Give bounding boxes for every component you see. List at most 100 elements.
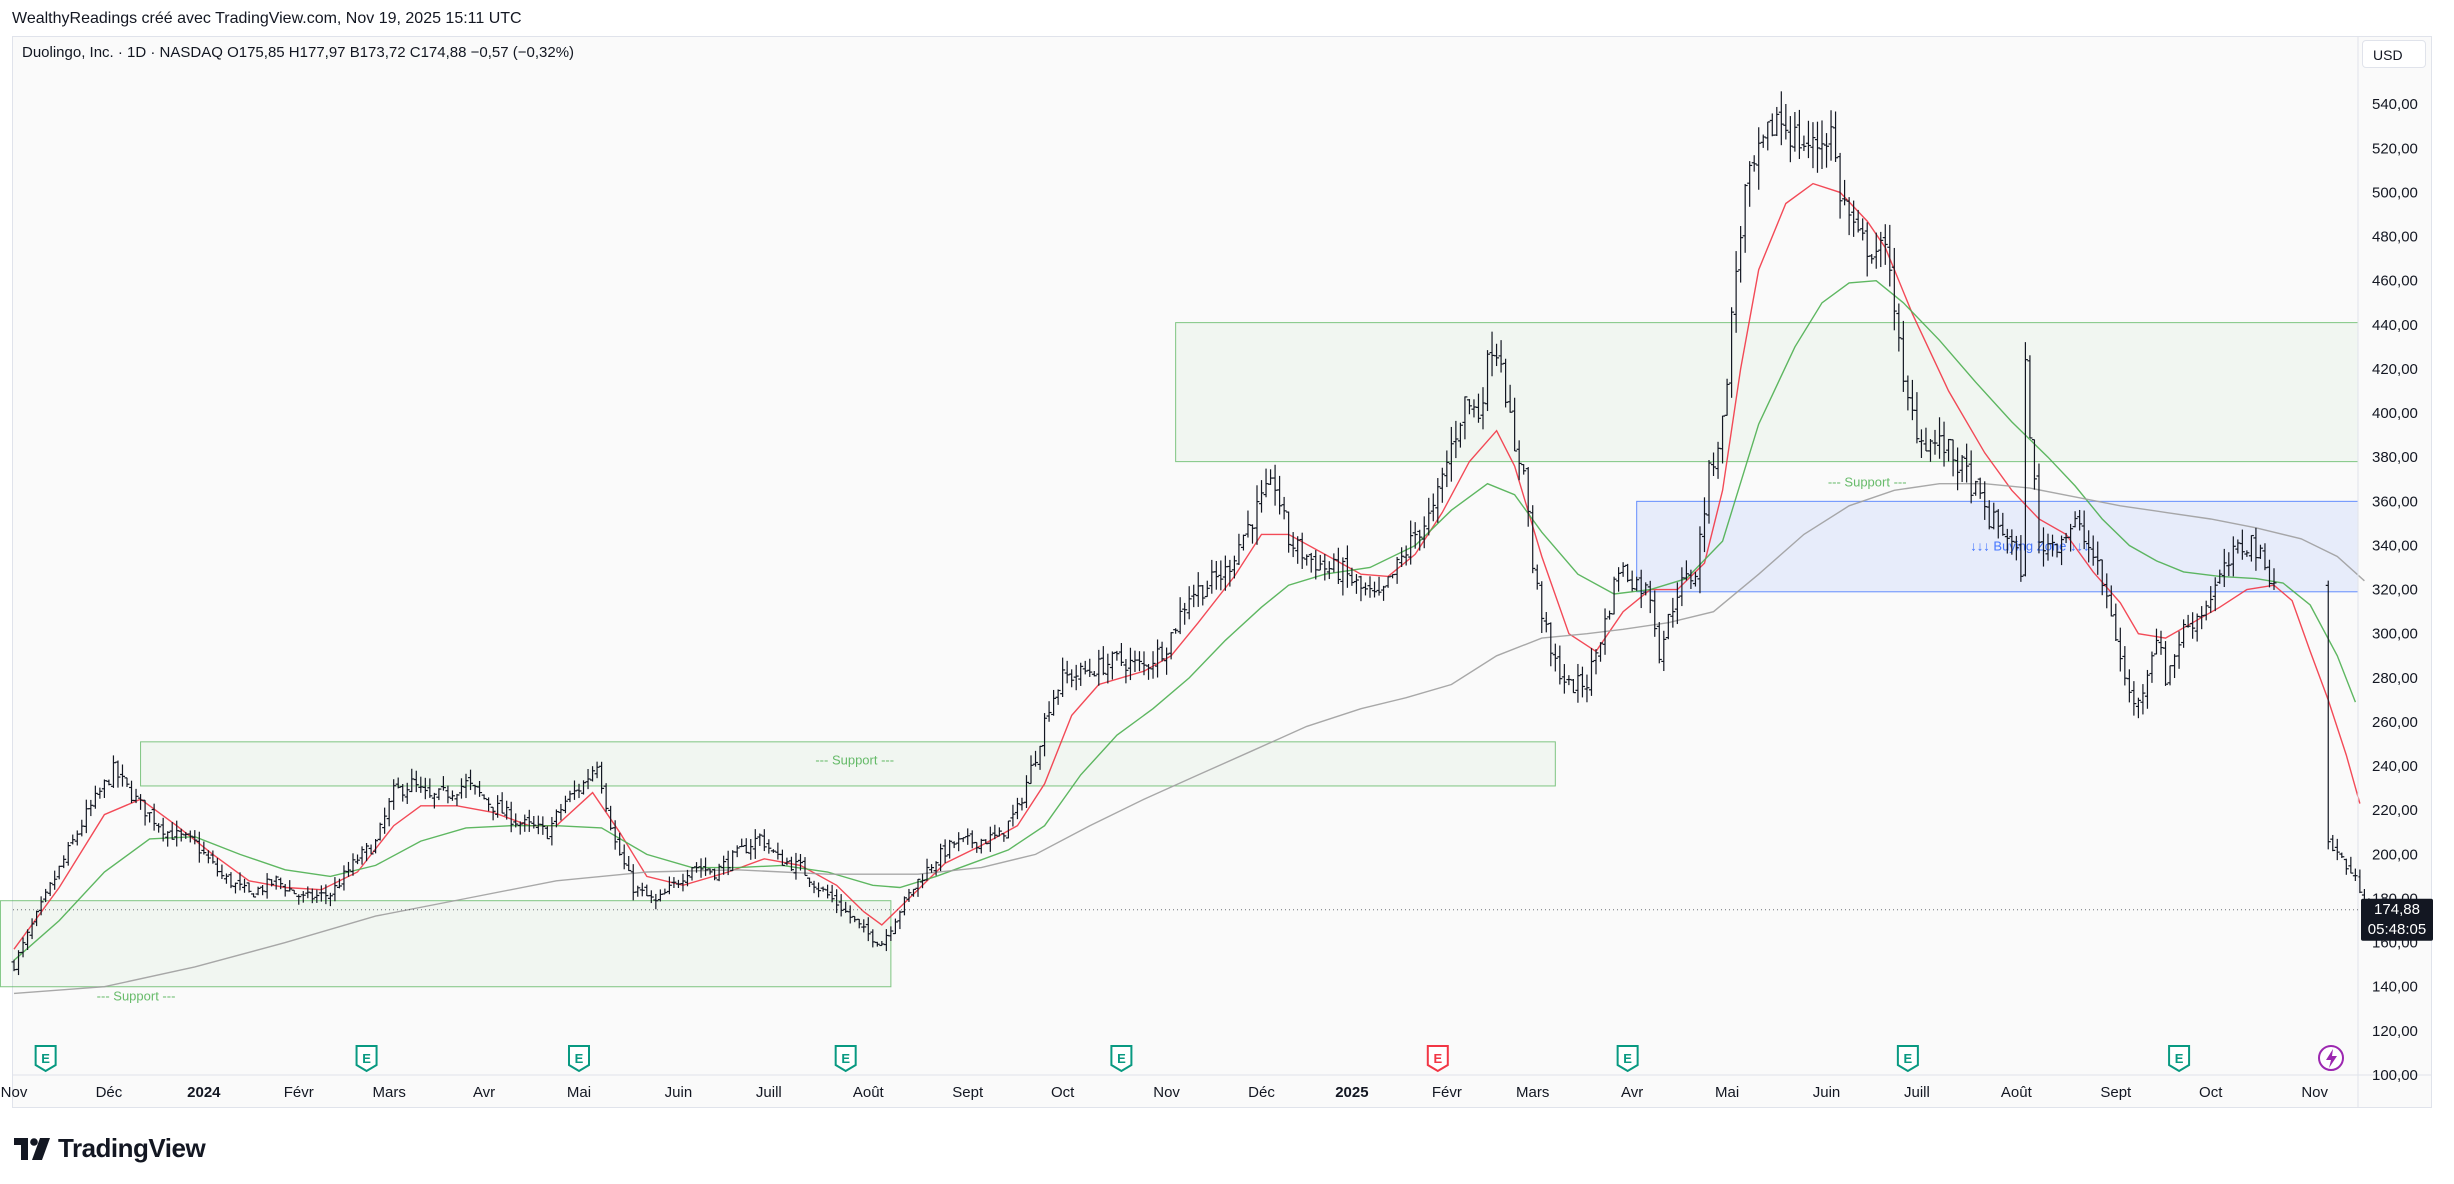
ohlc-bar xyxy=(1968,450,1974,504)
ohlc-bar xyxy=(2343,858,2349,875)
ohlc-bar xyxy=(2022,342,2028,577)
currency-button[interactable]: USD xyxy=(2362,40,2426,68)
y-tick-label: 120,00 xyxy=(2372,1023,2418,1040)
ohlc-bar xyxy=(210,850,216,864)
ohlc-bar xyxy=(2203,600,2209,621)
tradingview-logo[interactable]: TradingView xyxy=(14,1133,206,1164)
ohlc-bar xyxy=(214,857,220,877)
ohlc-bar xyxy=(1249,524,1255,544)
ohlc-bar xyxy=(25,929,31,951)
x-tick-label: Août xyxy=(2001,1084,2033,1101)
ohlc-bar xyxy=(825,884,831,899)
ohlc-bar xyxy=(359,846,365,865)
ohlc-bar xyxy=(987,826,993,852)
ohlc-bar xyxy=(1995,509,2001,539)
ohlc-bar xyxy=(1118,642,1124,667)
earnings-icon[interactable]: E xyxy=(2168,1045,2191,1073)
ohlc-bar xyxy=(1584,674,1590,703)
ohlc-bar xyxy=(603,783,609,812)
ohlc-bar xyxy=(757,833,763,846)
ohlc-bar xyxy=(1548,622,1554,667)
ohlc-bar xyxy=(1417,529,1423,551)
ohlc-bar xyxy=(1191,584,1197,608)
earnings-icon[interactable]: E xyxy=(1426,1045,1449,1073)
ohlc-bar xyxy=(1263,468,1269,498)
earnings-icon[interactable]: E xyxy=(834,1045,857,1073)
ohlc-bar xyxy=(332,877,338,902)
ohlc-bar xyxy=(1774,106,1780,137)
earnings-icon[interactable]: E xyxy=(568,1045,590,1073)
ohlc-bar xyxy=(1661,630,1667,672)
ohlc-bar xyxy=(1796,109,1802,159)
ohlc-bar xyxy=(965,828,971,845)
ohlc-bar xyxy=(648,890,654,904)
ohlc-bar xyxy=(192,830,198,845)
change-value: −0,57 (−0,32%) xyxy=(470,44,575,61)
ohlc-bar xyxy=(201,841,207,855)
ohlc-bar xyxy=(517,821,523,835)
ohlc-bar xyxy=(463,773,469,799)
ohlc-bar xyxy=(1177,597,1183,635)
ohlc-bar xyxy=(802,857,808,877)
lightning-icon[interactable] xyxy=(2318,1045,2344,1071)
ohlc-bar xyxy=(323,884,329,905)
y-tick-label: 540,00 xyxy=(2372,96,2418,113)
ohlc-bar xyxy=(2018,535,2024,582)
ohlc-bar xyxy=(956,832,962,852)
ohlc-bar xyxy=(1656,622,1662,664)
ohlc-bar xyxy=(1272,464,1278,506)
earnings-icon[interactable]: E xyxy=(355,1045,378,1073)
ohlc-bar xyxy=(147,812,153,823)
ohlc-bar xyxy=(1837,152,1843,219)
earnings-icon[interactable]: E xyxy=(1896,1045,1919,1073)
ohlc-bar xyxy=(526,809,532,832)
ohlc-bar xyxy=(1498,340,1504,373)
ohlc-bar xyxy=(115,760,121,788)
ohlc-bar xyxy=(1787,116,1793,163)
ohlc-bar xyxy=(2185,614,2191,628)
ohlc-bar xyxy=(422,777,428,800)
ohlc-bar xyxy=(1001,833,1007,842)
ohlc-bar xyxy=(1918,429,1924,458)
earnings-icon-letter: E xyxy=(1623,1051,1632,1066)
ohlc-bar xyxy=(865,917,871,942)
earnings-icon[interactable]: E xyxy=(1110,1045,1133,1073)
ohlc-bar xyxy=(1096,649,1102,686)
ohlc-bar xyxy=(544,826,550,840)
ohlc-bar xyxy=(436,788,442,801)
ohlc-bar xyxy=(698,858,704,878)
ohlc-bar xyxy=(336,878,342,889)
ohlc-bar xyxy=(1227,559,1233,587)
x-tick-label: Juin xyxy=(665,1084,693,1101)
ohlc-bar xyxy=(2131,681,2137,716)
ohlc-bar xyxy=(1932,429,1938,455)
ohlc-bar xyxy=(1019,797,1025,811)
ohlc-bar xyxy=(223,873,229,884)
ohlc-bar xyxy=(327,892,333,907)
ohlc-bar xyxy=(612,820,618,850)
ohlc-bar xyxy=(1457,422,1463,448)
ohlc-bar xyxy=(924,858,930,881)
ohlc-bar xyxy=(1290,532,1296,558)
ohlc-bar xyxy=(1647,580,1653,614)
ohlc-bar xyxy=(1326,561,1332,580)
ohlc-bar xyxy=(585,769,591,790)
ohlc-bar xyxy=(2013,535,2019,561)
ohlc-bar xyxy=(2027,355,2033,439)
ohlc-bar xyxy=(1688,569,1694,589)
ohlc-bar xyxy=(2117,627,2123,672)
x-tick-label: Mai xyxy=(1715,1084,1739,1101)
ohlc-bar xyxy=(449,790,455,801)
chart-frame[interactable] xyxy=(12,36,2432,1108)
ohlc-bar xyxy=(680,873,686,892)
earnings-icon[interactable]: E xyxy=(1616,1045,1639,1073)
earnings-icon[interactable]: E xyxy=(34,1045,57,1073)
y-tick-label: 240,00 xyxy=(2372,758,2418,775)
x-tick-label: 2024 xyxy=(187,1084,221,1101)
ohlc-bar xyxy=(644,884,650,897)
ohlc-bar xyxy=(119,764,125,787)
ohlc-bar xyxy=(440,776,446,791)
ohlc-bar xyxy=(1575,663,1581,703)
ohlc-bar xyxy=(1598,642,1604,662)
